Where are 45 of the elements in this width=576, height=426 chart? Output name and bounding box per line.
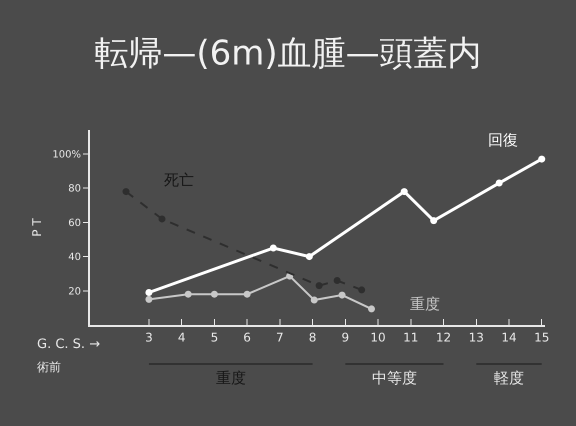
x-tick-label: 6 — [243, 330, 251, 344]
x-tick-label: 5 — [210, 330, 218, 344]
series-label: 回復 — [488, 131, 518, 149]
point — [368, 305, 376, 312]
text: 中等度 — [372, 369, 417, 387]
y-tick-label: 60 — [68, 218, 81, 229]
x-axis-title: G. C. S. → — [37, 337, 100, 352]
x-tick-label: 7 — [276, 330, 284, 344]
text: 軽度 — [494, 369, 524, 387]
x-tick-label: 4 — [178, 330, 186, 344]
y-tick-label: 100% — [52, 149, 81, 160]
point — [316, 282, 323, 290]
chart-title: 転帰—(6m)血腫—頭蓋内 — [94, 34, 482, 74]
point — [358, 286, 366, 294]
point — [244, 290, 251, 298]
text: 重度 — [410, 295, 440, 313]
y-axis-title: P T — [30, 218, 44, 237]
point — [334, 277, 341, 284]
point — [122, 188, 130, 196]
point — [145, 296, 152, 303]
x-tick-label: 12 — [436, 330, 452, 344]
x-tick-label: 13 — [468, 330, 484, 344]
y-tick-label: 40 — [68, 252, 81, 264]
point — [400, 188, 408, 196]
point — [270, 244, 277, 252]
y-tick-label: 80 — [68, 184, 81, 195]
point — [538, 156, 546, 163]
point — [496, 180, 503, 187]
x-tick-label: 8 — [308, 330, 316, 344]
point — [306, 253, 313, 260]
x-tick-label: 11 — [403, 330, 418, 344]
point — [310, 296, 318, 304]
point — [145, 289, 152, 296]
x-tick-label: 14 — [501, 330, 517, 344]
x-tick-label: 15 — [534, 330, 550, 344]
point — [430, 217, 438, 224]
x-tick-label: 10 — [370, 330, 386, 344]
y-tick-label: 20 — [68, 286, 81, 298]
point — [184, 290, 192, 298]
text: 術前 — [37, 360, 61, 374]
point — [338, 292, 346, 299]
point — [158, 215, 166, 222]
x-tick-label: 9 — [342, 330, 350, 344]
x-tick-label: 3 — [145, 330, 153, 344]
point — [210, 290, 218, 298]
